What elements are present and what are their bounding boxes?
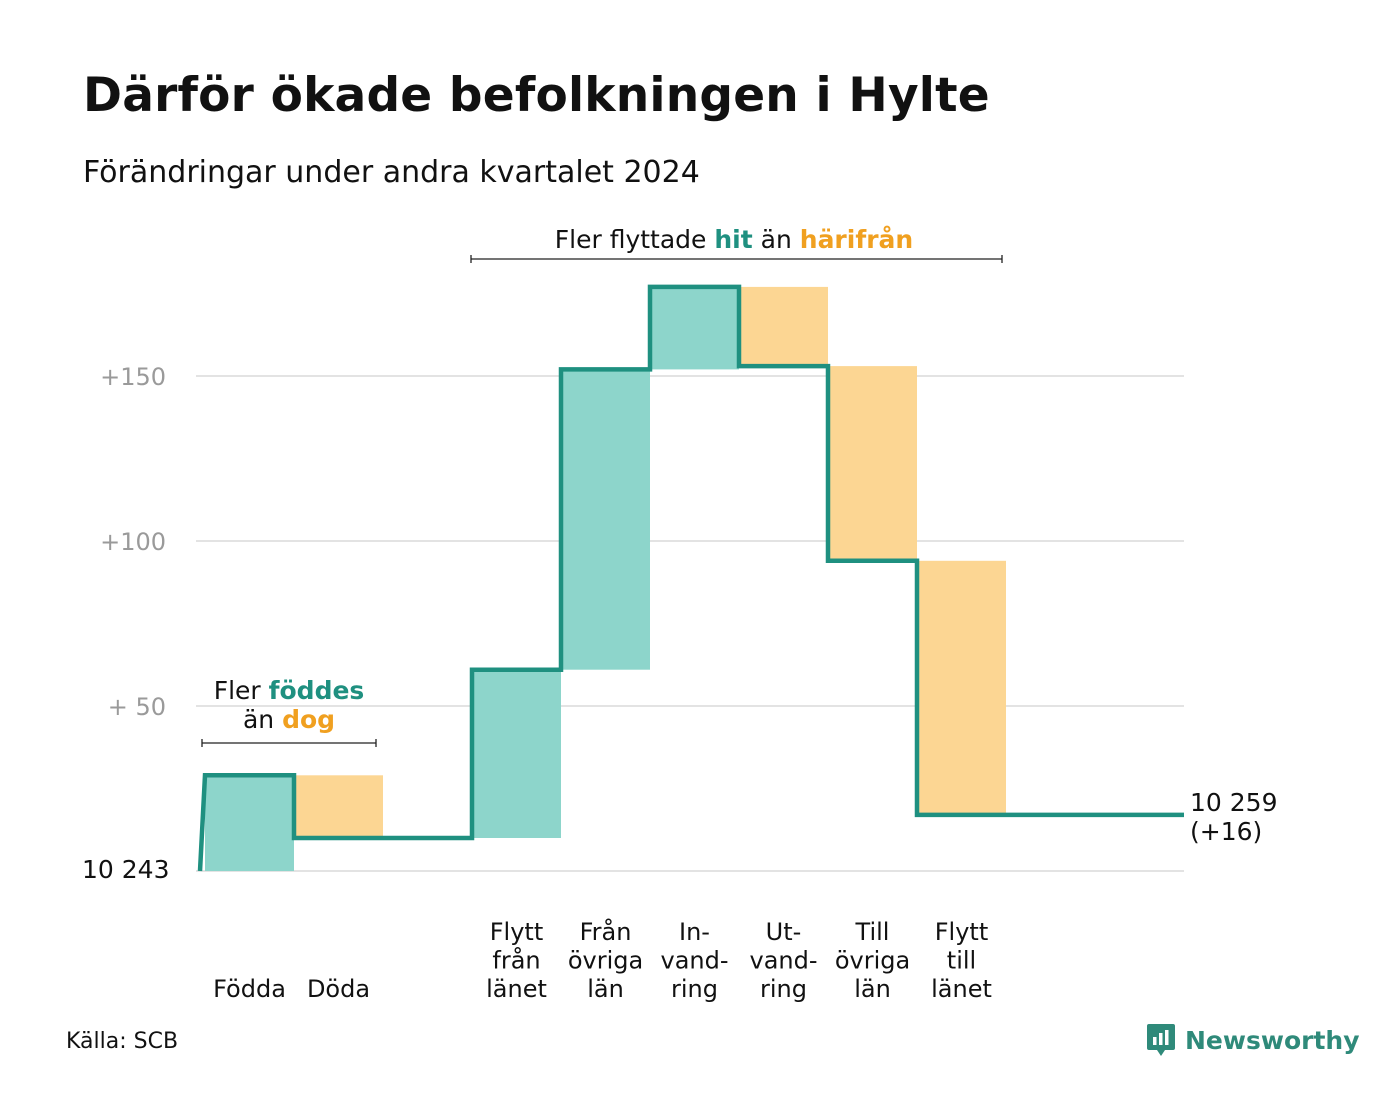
x-tick-label: länet — [931, 975, 992, 1003]
chart-subtitle: Förändringar under andra kvartalet 2024 — [83, 155, 700, 190]
x-tick-label: övriga — [568, 947, 643, 975]
chart-title: Därför ökade befolkningen i Hylte — [83, 68, 990, 123]
end-change: (+16) — [1190, 817, 1262, 846]
bar — [472, 669, 561, 838]
bar — [294, 775, 383, 838]
x-tick-label: ring — [671, 975, 718, 1003]
x-tick-label: Till — [855, 918, 890, 946]
bar — [561, 369, 650, 670]
gridlines — [196, 375, 1184, 872]
baseline-label: 10 243 — [82, 855, 169, 884]
x-tick-label: Födda — [213, 975, 286, 1003]
newsworthy-logo-icon — [1147, 1024, 1175, 1056]
end-value: 10 259 — [1190, 788, 1277, 817]
running-total-line — [197, 284, 1184, 872]
births-annotation-line2: än dog — [243, 705, 335, 734]
bars — [205, 286, 1006, 871]
end-value-label: 10 259(+16) — [1190, 788, 1277, 846]
x-tick-label: övriga — [835, 947, 910, 975]
x-tick-label: vand- — [660, 947, 728, 975]
y-tick-label: +150 — [100, 363, 166, 391]
bar — [205, 775, 294, 871]
source-note: Källa: SCB — [66, 1029, 179, 1054]
x-axis-labels: Födda DödaFlyttfrånlänetFrånövrigalänIn-v… — [213, 917, 992, 1003]
x-tick-label: län — [854, 975, 891, 1003]
x-tick-label: Döda — [307, 975, 370, 1003]
x-tick-label: från — [492, 946, 540, 975]
x-tick-label: län — [587, 975, 624, 1003]
bar — [917, 560, 1006, 815]
x-tick-label: ring — [760, 975, 807, 1003]
y-axis-ticks: + 50 +100 +150 10 243 — [82, 363, 169, 884]
bar — [828, 366, 917, 561]
bar — [739, 286, 828, 367]
y-tick-label: + 50 — [108, 693, 166, 721]
x-tick-label: In- — [679, 918, 710, 946]
x-tick-label: vand- — [749, 947, 817, 975]
y-tick-label: +100 — [100, 528, 166, 556]
births-annotation-line1: Fler föddes — [214, 676, 365, 705]
brand[interactable]: Newsworthy — [1146, 1022, 1360, 1058]
x-tick-label: länet — [486, 975, 547, 1003]
moves-annotation: Fler flyttade hit än härifrån — [555, 225, 913, 254]
bar — [650, 286, 739, 370]
x-tick-label: till — [947, 947, 976, 975]
x-tick-label: Flytt — [490, 918, 544, 946]
x-tick-label: Från — [580, 917, 632, 946]
x-tick-label: Flytt — [935, 918, 989, 946]
brand-name: Newsworthy — [1185, 1025, 1360, 1055]
x-tick-label: Ut- — [766, 918, 802, 946]
